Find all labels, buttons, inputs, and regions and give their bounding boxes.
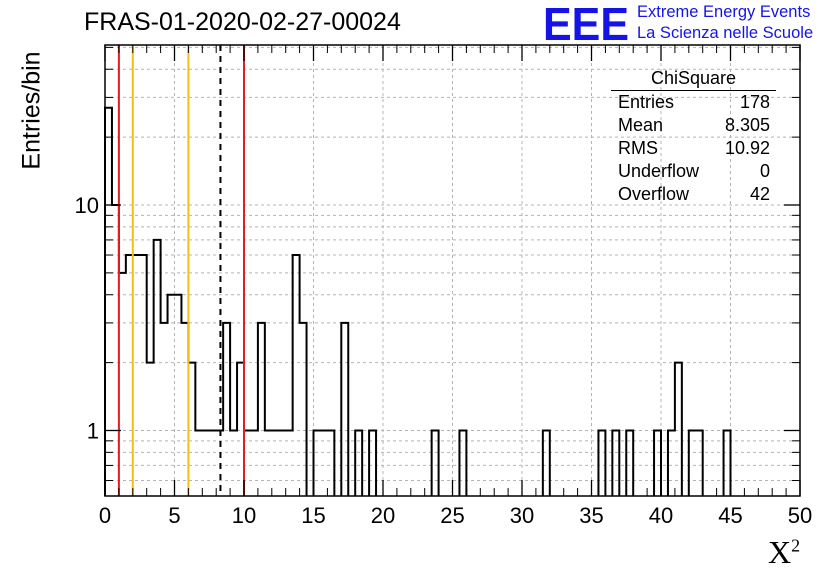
histogram-bin bbox=[696, 431, 703, 497]
y-tick-label: 1 bbox=[87, 419, 99, 444]
y-axis-label: Entries/bin bbox=[17, 51, 46, 170]
axis-ticks bbox=[104, 45, 801, 496]
stats-title: ChiSquare bbox=[611, 68, 776, 91]
x-tick-label: 50 bbox=[788, 503, 812, 528]
x-tick-label: 45 bbox=[718, 503, 742, 528]
histogram-bin bbox=[209, 431, 216, 497]
stats-box: ChiSquare Entries 178 Mean 8.305 RMS 10.92 … bbox=[608, 68, 776, 206]
x-tick-label: 0 bbox=[99, 503, 111, 528]
x-tick-label: 5 bbox=[168, 503, 180, 528]
histogram-bin bbox=[675, 363, 682, 496]
histogram-bin bbox=[598, 431, 605, 497]
stats-row-mean: Mean 8.305 bbox=[608, 114, 776, 137]
histogram-bin bbox=[244, 431, 251, 497]
stats-value: 10.92 bbox=[724, 138, 770, 158]
stats-row-overflow: Overflow 42 bbox=[608, 183, 776, 206]
reference-lines bbox=[117, 45, 245, 496]
x-tick-label: 30 bbox=[510, 503, 534, 528]
histogram-bin bbox=[147, 363, 154, 496]
histogram-bin bbox=[314, 431, 321, 497]
histogram-bin bbox=[237, 363, 244, 496]
eee-logo: EEE bbox=[543, 2, 629, 44]
histogram-bin bbox=[272, 431, 279, 497]
x-tick-label: 15 bbox=[301, 503, 325, 528]
logo-line-1: Extreme Energy Events bbox=[637, 3, 811, 21]
x-tick-label: 25 bbox=[440, 503, 464, 528]
histogram-bars bbox=[104, 106, 732, 497]
histogram-bin bbox=[459, 431, 466, 497]
histogram-bin bbox=[105, 108, 112, 496]
histogram-bin bbox=[341, 323, 348, 496]
y-tick-label: 10 bbox=[75, 193, 99, 218]
histogram-bin bbox=[612, 431, 619, 497]
stats-row-rms: RMS 10.92 bbox=[608, 137, 776, 160]
stats-label: Underflow bbox=[618, 161, 700, 181]
tick-labels: 0 5 10 15 20 25 30 35 40 45 50 1 10 bbox=[75, 193, 813, 528]
stats-value: 8.305 bbox=[724, 115, 770, 135]
histogram-bin bbox=[293, 255, 300, 496]
stats-value: 0 bbox=[759, 161, 770, 181]
histogram-bin bbox=[668, 431, 675, 497]
stats-label: Mean bbox=[618, 115, 664, 135]
histogram-bin bbox=[202, 431, 209, 497]
histogram-bin bbox=[626, 431, 633, 497]
histogram-bin bbox=[724, 431, 731, 497]
histogram-bin bbox=[195, 431, 202, 497]
histogram-bin bbox=[369, 431, 376, 497]
histogram-bin bbox=[181, 323, 188, 496]
x-tick-label: 10 bbox=[232, 503, 256, 528]
histogram-bin bbox=[154, 240, 161, 496]
histogram-bin bbox=[327, 431, 334, 497]
stats-row-underflow: Underflow 0 bbox=[608, 160, 776, 183]
histogram-bin bbox=[175, 295, 182, 496]
stats-label: RMS bbox=[618, 138, 658, 158]
x-tick-label: 35 bbox=[579, 503, 603, 528]
histogram-bin bbox=[543, 431, 550, 497]
histogram-bin bbox=[654, 431, 661, 497]
histogram-bin bbox=[133, 255, 140, 496]
stats-row-entries: Entries 178 bbox=[608, 91, 776, 114]
histogram-outline bbox=[104, 106, 732, 496]
histogram-bin bbox=[126, 255, 133, 496]
histogram-bin bbox=[432, 431, 439, 497]
stats-label: Overflow bbox=[618, 184, 690, 204]
histogram-bin bbox=[279, 431, 286, 497]
histogram-bin bbox=[320, 431, 327, 497]
histogram-bin bbox=[188, 363, 195, 496]
stats-label: Entries bbox=[618, 92, 675, 112]
x-axis-label: X2 bbox=[768, 534, 801, 570]
histogram-bin bbox=[140, 255, 147, 496]
chart-title: FRAS-01-2020-02-27-00024 bbox=[84, 8, 401, 36]
histogram-bin bbox=[119, 273, 126, 496]
stats-value: 42 bbox=[749, 184, 770, 204]
histogram-bin bbox=[300, 323, 307, 496]
histogram-bin bbox=[265, 431, 272, 497]
logo-line-2: La Scienza nelle Scuole bbox=[637, 24, 814, 42]
histogram-bin bbox=[230, 431, 237, 497]
logo-letters: EEE bbox=[543, 2, 629, 44]
histogram-bin bbox=[286, 431, 293, 497]
histogram-bin bbox=[689, 431, 696, 497]
histogram-bin bbox=[355, 431, 362, 497]
histogram-bin bbox=[258, 323, 265, 496]
x-tick-label: 40 bbox=[649, 503, 673, 528]
stats-value: 178 bbox=[739, 92, 770, 112]
histogram-bin bbox=[223, 323, 230, 496]
histogram-bin bbox=[251, 431, 258, 497]
x-tick-label: 20 bbox=[371, 503, 395, 528]
histogram-bin bbox=[168, 295, 175, 496]
histogram-bin bbox=[161, 323, 168, 496]
